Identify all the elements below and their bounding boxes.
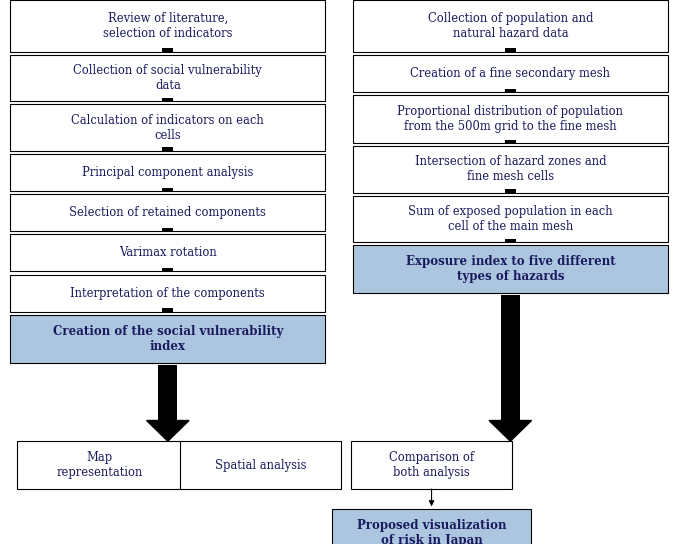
Bar xyxy=(10,55,325,101)
Bar xyxy=(353,0,668,52)
Bar xyxy=(162,48,173,52)
Text: Calculation of indicators on each
cells: Calculation of indicators on each cells xyxy=(71,114,264,141)
Bar xyxy=(17,441,182,489)
Text: Collection of social vulnerability
data: Collection of social vulnerability data xyxy=(73,64,262,92)
Polygon shape xyxy=(489,421,532,441)
Bar xyxy=(162,228,173,231)
Text: Comparison of
both analysis: Comparison of both analysis xyxy=(389,451,474,479)
Text: Review of literature,
selection of indicators: Review of literature, selection of indic… xyxy=(103,12,233,40)
Bar xyxy=(158,365,177,421)
Bar xyxy=(10,194,325,231)
Bar xyxy=(162,308,173,312)
Bar xyxy=(505,239,516,242)
Text: Creation of a fine secondary mesh: Creation of a fine secondary mesh xyxy=(410,67,610,80)
Bar xyxy=(501,295,520,421)
Text: Collection of population and
natural hazard data: Collection of population and natural haz… xyxy=(427,12,593,40)
Text: Map
representation: Map representation xyxy=(56,451,142,479)
Bar xyxy=(10,315,325,363)
Bar xyxy=(505,48,516,52)
Polygon shape xyxy=(147,421,189,441)
Bar xyxy=(353,196,668,242)
Bar xyxy=(10,154,325,191)
Bar xyxy=(353,146,668,193)
Bar xyxy=(351,441,512,489)
Bar xyxy=(505,189,516,193)
Bar xyxy=(162,98,173,101)
Text: Proportional distribution of population
from the 500m grid to the fine mesh: Proportional distribution of population … xyxy=(397,105,623,133)
Bar xyxy=(10,275,325,312)
Text: Proposed visualization
of risk in Japan: Proposed visualization of risk in Japan xyxy=(357,519,506,544)
Bar xyxy=(162,268,173,271)
Bar xyxy=(353,245,668,293)
Bar xyxy=(505,140,516,143)
Text: Intersection of hazard zones and
fine mesh cells: Intersection of hazard zones and fine me… xyxy=(414,156,606,183)
Bar xyxy=(505,89,516,92)
Bar xyxy=(332,509,531,544)
Bar xyxy=(353,55,668,92)
Bar xyxy=(353,95,668,143)
Bar xyxy=(10,104,325,151)
Text: Interpretation of the components: Interpretation of the components xyxy=(71,287,265,300)
Text: Sum of exposed population in each
cell of the main mesh: Sum of exposed population in each cell o… xyxy=(408,205,612,233)
Text: Varimax rotation: Varimax rotation xyxy=(119,246,216,259)
Text: Exposure index to five different
types of hazards: Exposure index to five different types o… xyxy=(406,255,615,283)
Bar xyxy=(10,234,325,271)
Text: Selection of retained components: Selection of retained components xyxy=(69,206,266,219)
Bar xyxy=(179,441,341,489)
Bar xyxy=(10,0,325,52)
Text: Spatial analysis: Spatial analysis xyxy=(214,459,306,472)
Text: Principal component analysis: Principal component analysis xyxy=(82,166,253,179)
Bar xyxy=(162,188,173,191)
Text: Creation of the social vulnerability
index: Creation of the social vulnerability ind… xyxy=(53,325,283,353)
Bar xyxy=(162,147,173,151)
